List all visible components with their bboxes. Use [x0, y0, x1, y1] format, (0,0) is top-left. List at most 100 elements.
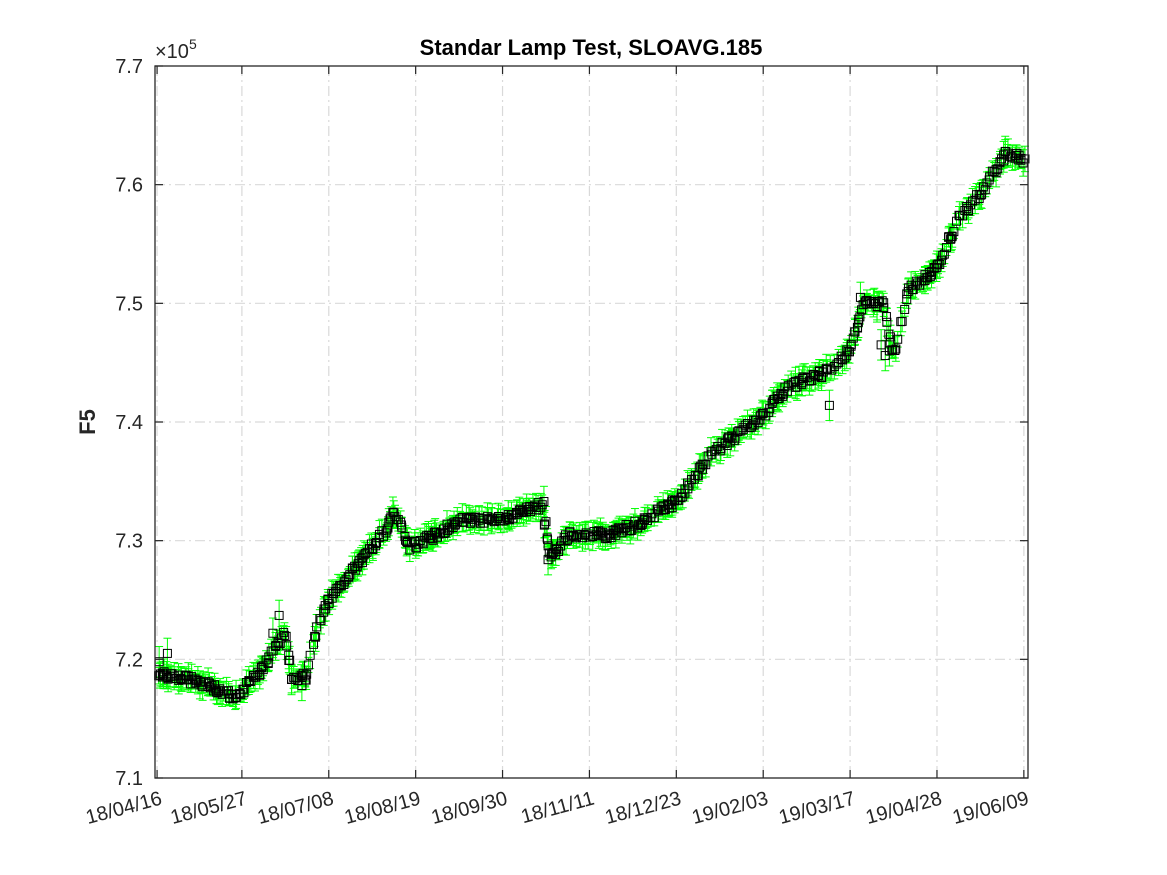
- y-tick-label: 7.7: [115, 56, 143, 78]
- y-exponent-base: ×10: [155, 41, 189, 63]
- data-point: [277, 633, 287, 643]
- data-series: [154, 135, 1030, 711]
- data-point: [344, 572, 354, 582]
- data-point: [351, 565, 361, 575]
- data-point: [279, 630, 289, 640]
- markers: [154, 146, 1030, 704]
- data-point: [946, 234, 956, 244]
- data-point: [876, 340, 886, 350]
- data-point: [263, 659, 273, 669]
- data-point: [893, 334, 903, 344]
- data-point: [568, 531, 578, 541]
- data-point: [415, 535, 425, 545]
- data-point: [984, 175, 994, 185]
- data-point: [383, 523, 393, 533]
- data-point: [554, 546, 564, 556]
- data-point: [321, 604, 331, 614]
- data-point: [710, 446, 720, 456]
- data-point: [297, 680, 307, 690]
- data-point: [541, 517, 551, 527]
- data-point: [345, 570, 355, 580]
- data-point: [684, 480, 694, 490]
- y-tick-label: 7.6: [115, 175, 143, 197]
- y-tick-label: 7.1: [115, 768, 143, 790]
- data-point: [506, 510, 516, 520]
- data-point: [268, 628, 278, 638]
- data-point: [740, 420, 750, 430]
- data-point: [982, 178, 992, 188]
- data-point: [285, 655, 295, 665]
- data-point: [900, 304, 910, 314]
- y-tick-label: 7.4: [115, 412, 143, 434]
- data-point: [698, 464, 708, 474]
- data-point: [540, 519, 550, 529]
- data-point: [798, 373, 808, 383]
- data-point: [872, 302, 882, 312]
- data-point: [980, 185, 990, 195]
- data-point: [993, 164, 1003, 174]
- y-exponent-label: ×105: [155, 36, 197, 63]
- data-point: [884, 346, 894, 356]
- data-point: [388, 507, 398, 517]
- data-point: [258, 665, 268, 675]
- data-point: [765, 404, 775, 414]
- data-point: [274, 610, 284, 620]
- data-point: [282, 641, 292, 651]
- data-point: [848, 333, 858, 343]
- data-point: [539, 497, 549, 507]
- data-point: [311, 632, 321, 642]
- data-point: [701, 460, 711, 470]
- data-point: [536, 502, 546, 512]
- data-point: [855, 292, 865, 302]
- data-point: [537, 500, 547, 510]
- data-point: [612, 526, 622, 536]
- data-point: [855, 312, 865, 322]
- data-point: [884, 329, 894, 339]
- data-point: [329, 589, 339, 599]
- data-point: [958, 211, 968, 221]
- data-point: [236, 690, 246, 700]
- data-point: [949, 227, 959, 237]
- data-point: [162, 648, 172, 658]
- data-point: [639, 514, 649, 524]
- data-point: [324, 599, 334, 609]
- data-point: [471, 512, 481, 522]
- data-point: [397, 522, 407, 532]
- y-tick-label: 7.2: [115, 649, 143, 671]
- data-point: [400, 535, 410, 545]
- data-point: [897, 316, 907, 326]
- data-point: [758, 408, 768, 418]
- y-tick-label: 7.3: [115, 531, 143, 553]
- data-point: [853, 323, 863, 333]
- data-point: [531, 503, 541, 513]
- data-point: [778, 391, 788, 401]
- data-point: [885, 332, 895, 342]
- data-point: [284, 650, 294, 660]
- data-point: [879, 303, 889, 313]
- y-tick-label: 7.5: [115, 293, 143, 315]
- data-point: [287, 675, 297, 685]
- y-axis-label: F5: [75, 409, 100, 435]
- data-point: [303, 660, 313, 670]
- data-point: [281, 631, 291, 641]
- data-point: [817, 373, 827, 383]
- data-point: [939, 249, 949, 259]
- data-point: [244, 676, 254, 686]
- data-point: [667, 503, 677, 513]
- data-point: [1020, 154, 1030, 164]
- data-point: [239, 688, 249, 698]
- data-point: [551, 550, 561, 560]
- data-point: [843, 347, 853, 357]
- data-point: [891, 344, 901, 354]
- data-point: [543, 555, 553, 565]
- data-point: [396, 517, 406, 527]
- data-point: [753, 418, 763, 428]
- data-point: [696, 461, 706, 471]
- data-point: [715, 446, 725, 456]
- data-point: [434, 529, 444, 539]
- data-point: [947, 232, 957, 242]
- data-point: [952, 216, 962, 226]
- data-point: [310, 631, 320, 641]
- y-exponent-power: 5: [189, 36, 197, 52]
